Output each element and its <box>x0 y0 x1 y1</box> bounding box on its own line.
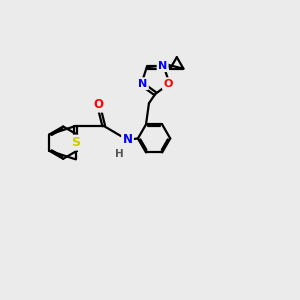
Text: S: S <box>71 136 80 149</box>
Text: N: N <box>158 61 167 71</box>
Text: N: N <box>122 134 133 146</box>
Text: O: O <box>93 98 103 111</box>
Text: O: O <box>163 79 172 89</box>
Text: N: N <box>138 79 148 89</box>
Text: H: H <box>115 149 124 159</box>
